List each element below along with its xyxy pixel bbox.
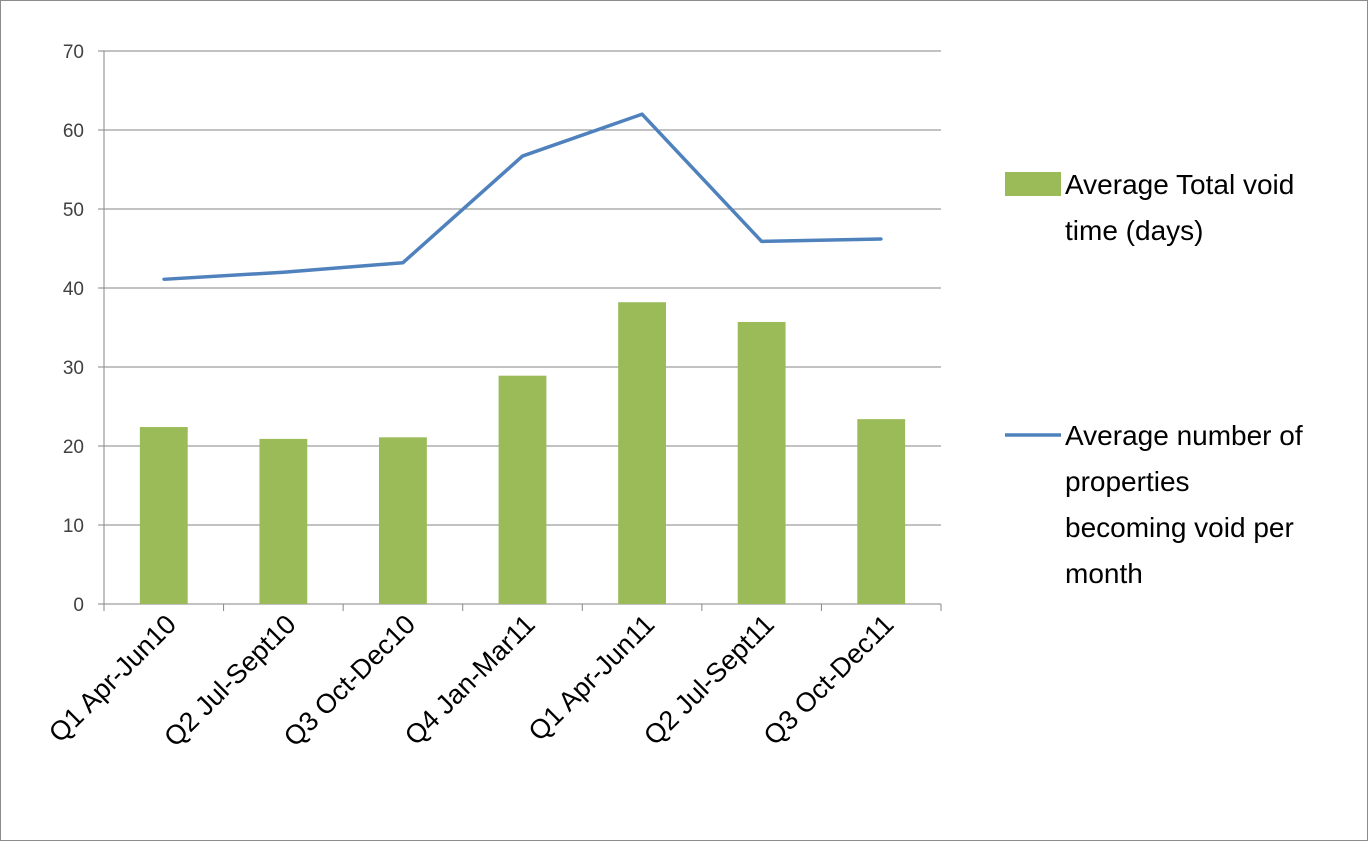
y-tick-label: 70	[63, 42, 84, 63]
series-line	[163, 112, 882, 282]
bar-series	[139, 302, 906, 604]
y-tick-label: 0	[73, 595, 84, 616]
bar	[139, 427, 188, 604]
line-point	[760, 239, 764, 243]
bar	[618, 302, 666, 604]
line-point	[640, 112, 644, 116]
bar	[259, 438, 308, 604]
y-tick-label: 50	[63, 200, 84, 221]
line-point	[879, 237, 883, 241]
gridlines	[104, 50, 941, 526]
legend-swatch-bar	[1005, 172, 1061, 196]
y-tick-label: 20	[63, 437, 84, 458]
line-point	[401, 261, 405, 265]
line-point	[281, 270, 285, 274]
line-point	[162, 277, 166, 281]
bar	[498, 375, 547, 604]
legend: Average Total void time (days) Average num…	[1005, 169, 1303, 589]
bar	[379, 437, 427, 604]
x-tick-label: Q1 Apr-Jun11	[523, 609, 661, 747]
line-point	[521, 154, 524, 158]
legend-label: Average number of properties becoming void…	[1065, 420, 1303, 589]
bar	[857, 419, 906, 604]
legend-label: Average Total void time (days)	[1065, 169, 1294, 246]
y-tick-label: 30	[63, 358, 84, 379]
y-tick-labels: 0 10 20 30 40 50 60 70	[63, 42, 84, 616]
bar	[737, 321, 786, 604]
y-tick-label: 60	[63, 121, 84, 142]
line-series	[162, 112, 883, 282]
y-tick-label: 10	[63, 516, 84, 537]
y-tick-label: 40	[63, 279, 84, 300]
